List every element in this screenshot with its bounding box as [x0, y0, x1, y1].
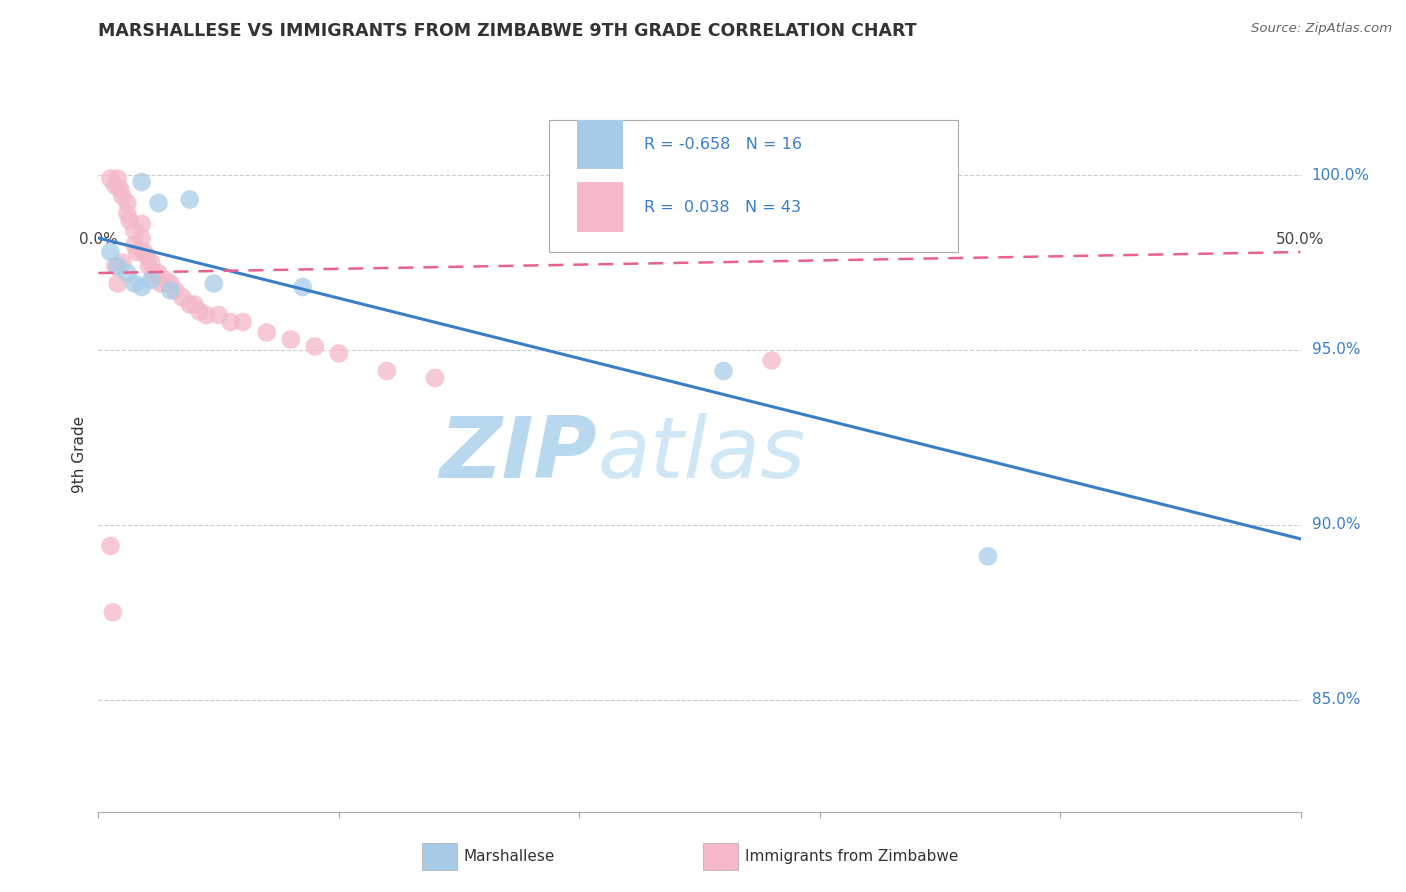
- Point: [104, 259, 127, 273]
- Text: ZIP: ZIP: [440, 413, 598, 497]
- Text: 50.0%: 50.0%: [1277, 232, 1324, 246]
- Point: [155, 273, 177, 287]
- Point: [423, 371, 446, 385]
- Point: [117, 206, 139, 220]
- Point: [148, 266, 170, 280]
- Point: [375, 364, 398, 378]
- Text: Marshallese: Marshallese: [464, 849, 555, 863]
- Point: [118, 213, 141, 227]
- Text: 85.0%: 85.0%: [1312, 692, 1360, 707]
- Point: [172, 291, 194, 305]
- Text: Source: ZipAtlas.com: Source: ZipAtlas.com: [1251, 22, 1392, 36]
- Point: [148, 196, 170, 211]
- Point: [131, 231, 153, 245]
- Point: [124, 277, 146, 291]
- Point: [124, 224, 146, 238]
- Point: [208, 308, 231, 322]
- Point: [165, 284, 187, 298]
- Point: [713, 364, 735, 378]
- Point: [304, 339, 326, 353]
- Point: [131, 217, 153, 231]
- Point: [761, 353, 783, 368]
- Point: [132, 245, 155, 260]
- Point: [117, 266, 139, 280]
- Point: [117, 196, 139, 211]
- Point: [280, 333, 302, 347]
- Point: [141, 273, 163, 287]
- Point: [149, 277, 172, 291]
- Bar: [576, 182, 623, 232]
- Text: R = -0.658   N = 16: R = -0.658 N = 16: [644, 137, 803, 152]
- Text: 90.0%: 90.0%: [1312, 517, 1360, 533]
- Point: [138, 259, 160, 273]
- Point: [107, 259, 129, 273]
- Point: [108, 182, 131, 196]
- Point: [100, 245, 122, 260]
- Point: [219, 315, 242, 329]
- Point: [183, 297, 205, 311]
- Point: [100, 539, 122, 553]
- FancyBboxPatch shape: [550, 120, 957, 252]
- Text: 0.0%: 0.0%: [79, 232, 118, 246]
- Point: [256, 326, 278, 340]
- Point: [188, 304, 211, 318]
- Point: [111, 189, 134, 203]
- Point: [328, 346, 350, 360]
- Point: [125, 245, 148, 260]
- Point: [232, 315, 254, 329]
- Point: [141, 255, 163, 269]
- Point: [100, 171, 122, 186]
- Bar: [576, 120, 623, 169]
- Point: [142, 266, 165, 280]
- Point: [131, 280, 153, 294]
- Point: [111, 255, 134, 269]
- Point: [107, 277, 129, 291]
- Point: [124, 238, 146, 252]
- Point: [159, 277, 181, 291]
- Point: [101, 605, 124, 619]
- Point: [179, 297, 201, 311]
- Point: [195, 308, 218, 322]
- Y-axis label: 9th Grade: 9th Grade: [72, 417, 87, 493]
- Text: MARSHALLESE VS IMMIGRANTS FROM ZIMBABWE 9TH GRADE CORRELATION CHART: MARSHALLESE VS IMMIGRANTS FROM ZIMBABWE …: [98, 22, 917, 40]
- Point: [104, 178, 127, 193]
- Point: [977, 549, 1000, 564]
- Point: [135, 248, 157, 262]
- Point: [159, 284, 181, 298]
- Point: [107, 171, 129, 186]
- Text: 100.0%: 100.0%: [1312, 168, 1369, 183]
- Point: [131, 175, 153, 189]
- Text: R =  0.038   N = 43: R = 0.038 N = 43: [644, 200, 801, 215]
- Text: 95.0%: 95.0%: [1312, 343, 1360, 358]
- Point: [179, 193, 201, 207]
- Point: [291, 280, 314, 294]
- Point: [202, 277, 225, 291]
- Text: atlas: atlas: [598, 413, 806, 497]
- Text: Immigrants from Zimbabwe: Immigrants from Zimbabwe: [745, 849, 959, 863]
